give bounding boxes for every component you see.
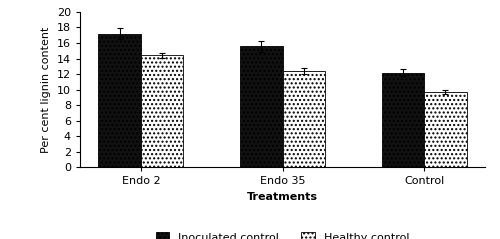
Bar <box>141 55 184 167</box>
X-axis label: Treatments: Treatments <box>247 192 318 202</box>
Bar <box>382 73 424 167</box>
Bar <box>282 71 325 167</box>
Legend: Inoculated control, Healthy control: Inoculated control, Healthy control <box>156 232 409 239</box>
Y-axis label: Per cent lignin content: Per cent lignin content <box>42 27 51 153</box>
Bar <box>240 46 282 167</box>
Bar <box>98 34 141 167</box>
Bar <box>424 92 467 167</box>
